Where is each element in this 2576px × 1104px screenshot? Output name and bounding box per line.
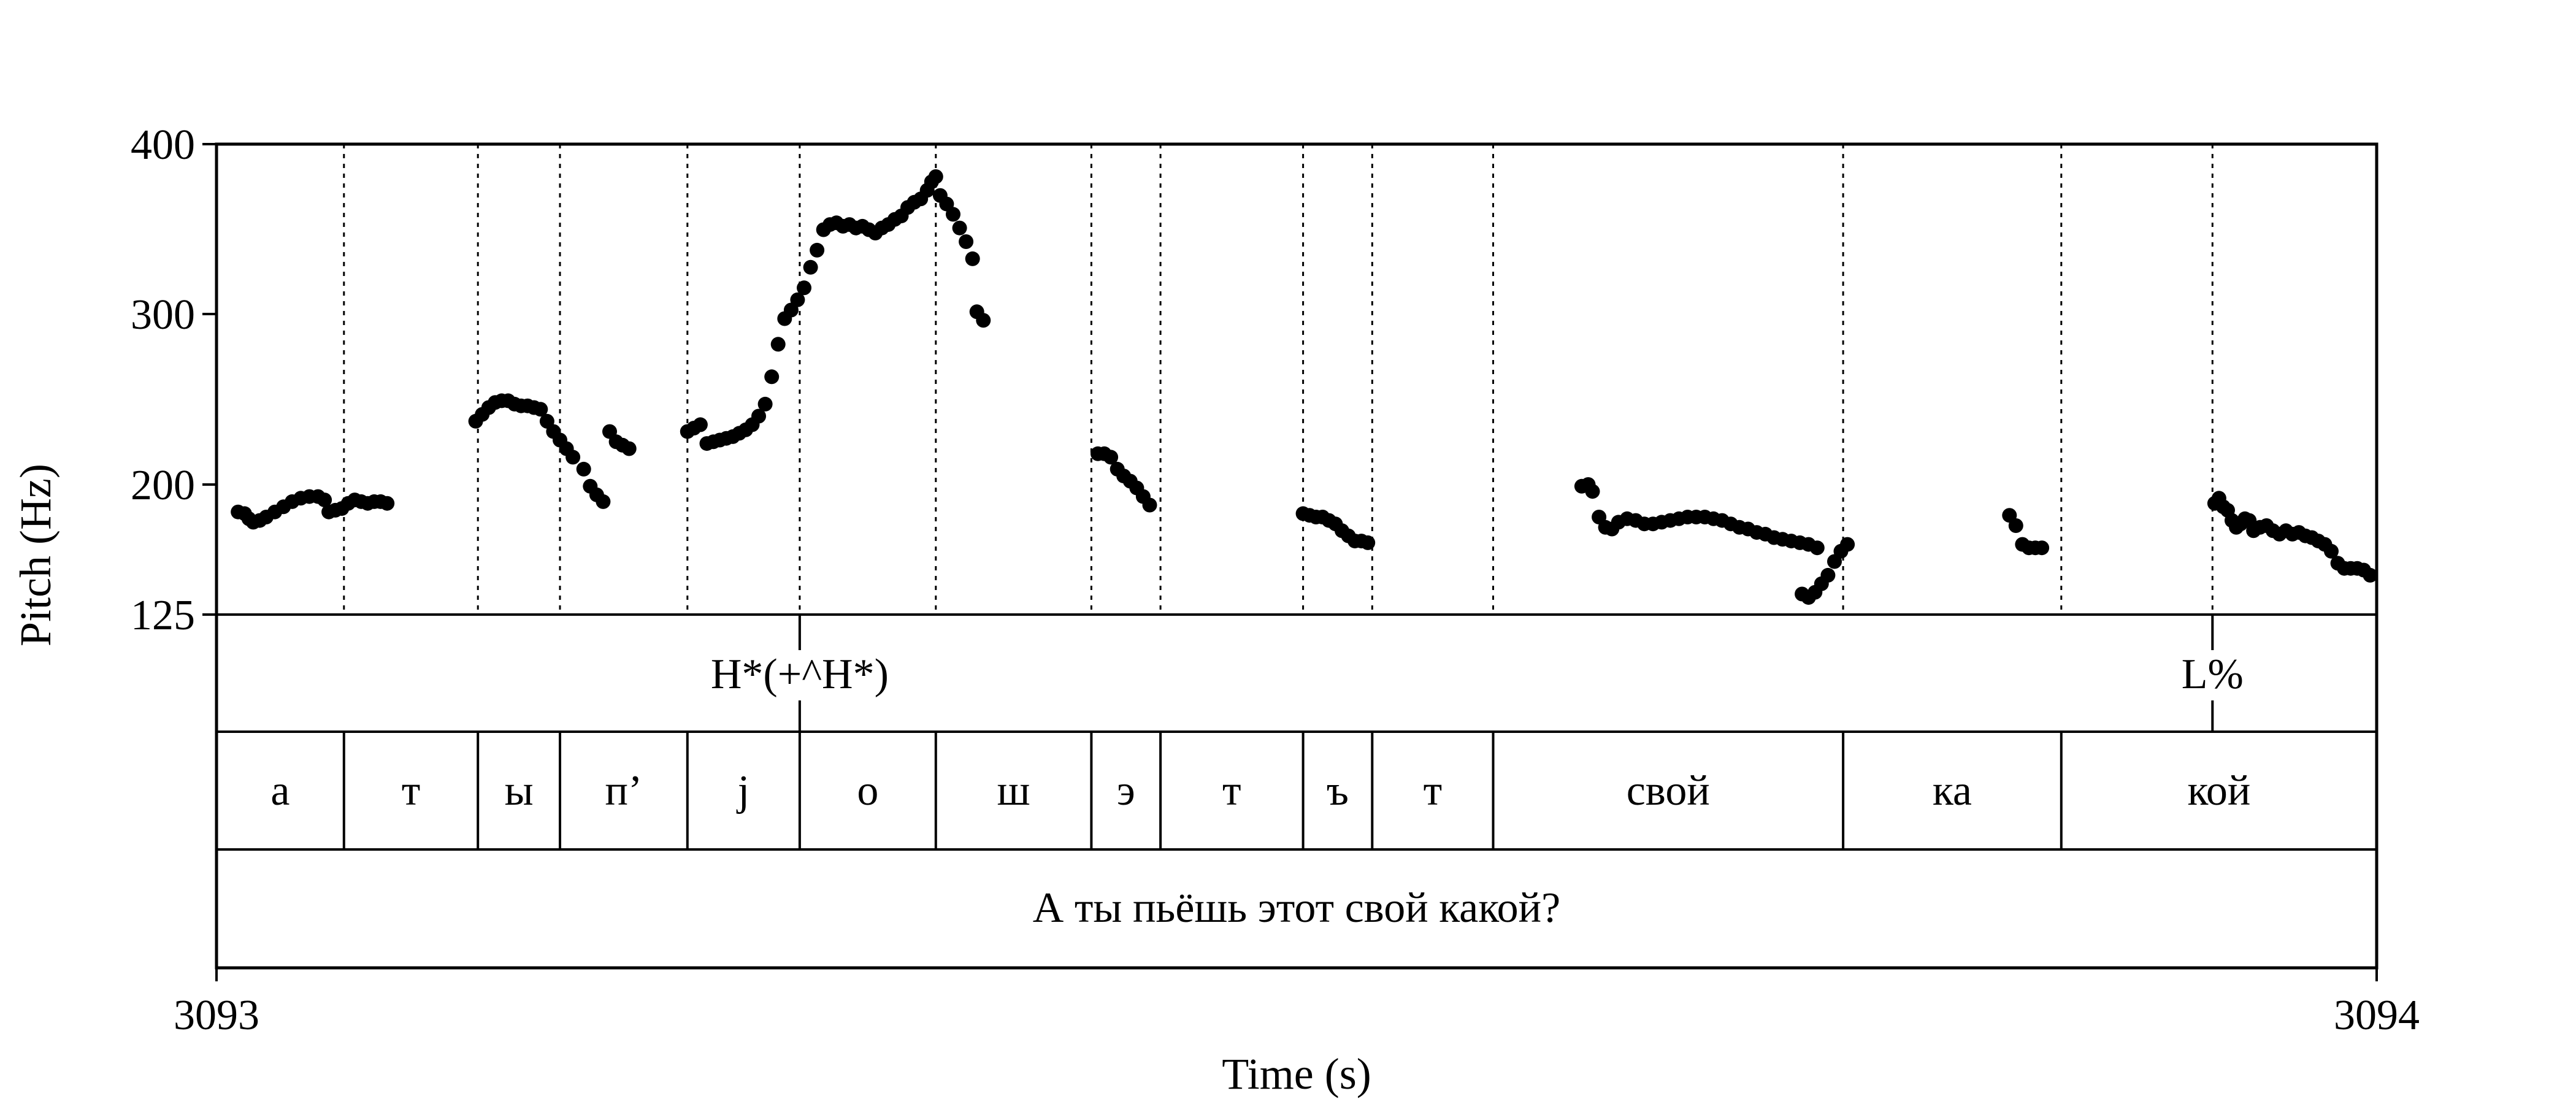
pitch-point-46 (621, 441, 637, 456)
pitch-point-90 (952, 220, 967, 236)
pitch-point-94 (976, 313, 991, 328)
pitch-point-152 (1840, 537, 1855, 552)
tone-tier: H*(+^H*) L% (711, 615, 2244, 732)
pitch-point-114 (1360, 535, 1376, 550)
segment-label-11: свой (1627, 767, 1710, 815)
pitch-point-186 (2363, 567, 2378, 583)
pitch-point-33 (533, 402, 548, 417)
segment-label-12: ка (1933, 767, 1972, 815)
segment-label-8: т (1222, 767, 1241, 815)
pitch-point-66 (803, 259, 818, 275)
pitch-point-38 (565, 450, 581, 465)
pitch-point-158 (2034, 540, 2050, 556)
y-tick-label-125: 125 (131, 592, 195, 639)
pitch-point-59 (757, 396, 773, 412)
y-tick-label-200: 200 (131, 462, 195, 509)
pitch-point-92 (965, 251, 980, 266)
pitch-point-22 (380, 496, 395, 511)
pitch-point-154 (2008, 518, 2023, 533)
sentence-label: А ты пьёшь этот свой какой? (1033, 884, 1560, 932)
pitch-point-97 (1103, 450, 1119, 465)
segment-tier: а т ы п’ j о ш э т ъ т свой ка кой (270, 732, 2250, 849)
tone-label-1: L% (2182, 651, 2244, 698)
pitch-point-149 (1820, 567, 1836, 583)
y-axis-title: Pitch (Hz) (11, 464, 60, 646)
y-tick-label-300: 300 (131, 291, 195, 339)
x-axis-title: Time (s) (1222, 1049, 1371, 1098)
segment-label-9: ъ (1327, 767, 1349, 815)
pitch-track (231, 169, 2378, 605)
pitch-point-12 (317, 493, 332, 508)
pitch-point-89 (946, 207, 960, 222)
segment-label-5: о (857, 767, 878, 815)
segment-label-1: т (402, 767, 421, 815)
segment-label-4: j (736, 767, 749, 815)
pitch-point-49 (692, 417, 708, 432)
pitch-point-42 (596, 494, 611, 509)
segment-label-0: а (270, 767, 289, 815)
segment-label-13: кой (2187, 767, 2250, 815)
segment-label-3: п’ (605, 767, 643, 815)
figure-frame (215, 142, 2379, 970)
tone-label-0: H*(+^H*) (711, 651, 889, 698)
segment-label-10: т (1424, 767, 1443, 815)
segment-label-2: ы (505, 767, 534, 815)
pitch-point-103 (1142, 497, 1157, 513)
segment-boundary-layer (343, 144, 2214, 615)
pitch-point-58 (751, 408, 766, 424)
pitch-point-64 (790, 292, 805, 307)
x-tick-label-start: 3093 (174, 992, 259, 1039)
pitch-point-180 (2324, 543, 2339, 559)
pitch-point-91 (959, 234, 974, 249)
segment-label-6: ш (997, 767, 1030, 815)
pitch-point-144 (1809, 540, 1825, 556)
pitch-point-86 (928, 169, 943, 184)
pitch-point-61 (770, 337, 786, 352)
pitch-point-39 (576, 461, 591, 477)
x-tick-label-end: 3094 (2334, 992, 2420, 1039)
pitch-point-117 (1585, 484, 1600, 499)
pitch-point-60 (764, 369, 780, 385)
segment-label-7: э (1117, 767, 1135, 815)
pitch-point-65 (797, 280, 811, 296)
pitch-point-67 (810, 242, 825, 258)
y-tick-label-400: 400 (131, 121, 195, 169)
